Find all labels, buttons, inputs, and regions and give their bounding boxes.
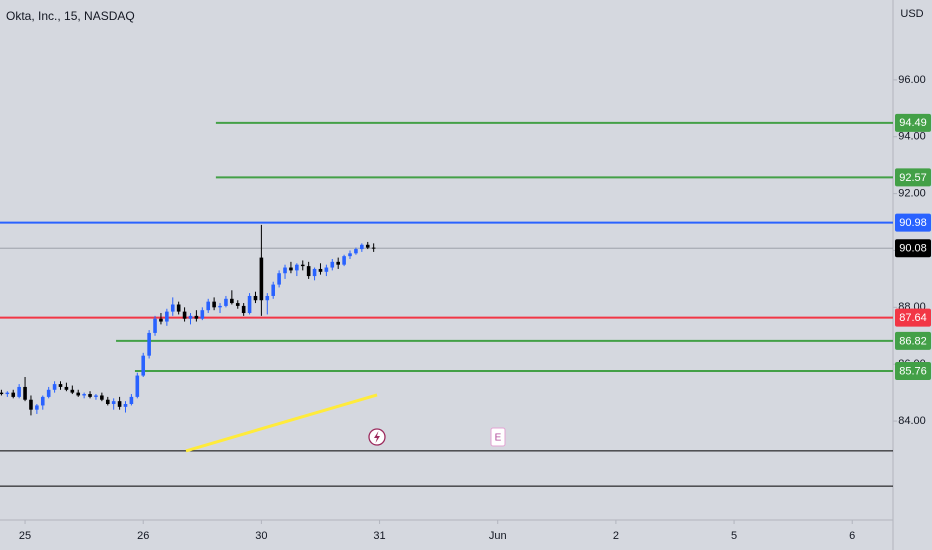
candle-body (153, 318, 157, 333)
candle-body (218, 305, 222, 308)
candle-body (212, 301, 216, 308)
earnings-label: E (495, 433, 502, 444)
earnings-icon (490, 427, 506, 447)
current-price-tag: 90.08 (899, 243, 927, 255)
candle-body (330, 261, 335, 268)
candle-body (117, 401, 122, 407)
candle-body (283, 267, 287, 274)
level-price-tag-bg (895, 168, 931, 187)
y-tick-label: 94.00 (898, 131, 926, 143)
candle-body (76, 392, 81, 396)
dividend-icon (368, 428, 386, 446)
candle-body (176, 304, 181, 312)
candle-body (159, 318, 163, 322)
level-price-tag-bg (895, 213, 931, 232)
candle-body (165, 311, 169, 322)
level-price-tag: 86.82 (899, 335, 927, 347)
candle-body (188, 315, 193, 319)
chart-title: Okta, Inc., 15, NASDAQ (6, 9, 135, 23)
x-tick-label: 2 (613, 530, 619, 542)
x-tick-label: Jun (489, 530, 507, 542)
x-tick-label: 5 (731, 530, 737, 542)
candle-body (58, 384, 63, 387)
candle-body (300, 264, 305, 267)
candle-body (5, 392, 10, 395)
y-tick-label: 96.00 (898, 74, 926, 86)
currency: USD (900, 8, 923, 20)
candle-body (247, 295, 252, 314)
candle-body (123, 404, 128, 407)
x-tick-label: 25 (19, 530, 31, 542)
candle-body (289, 267, 293, 271)
current-price-tag-bg (895, 239, 931, 258)
candle-body (94, 395, 98, 397)
candle-body (182, 311, 187, 319)
candle-body (241, 305, 246, 314)
candle-body (64, 386, 69, 390)
candle-body (324, 267, 329, 272)
candle-body (11, 392, 16, 397)
candle-body (312, 268, 317, 277)
candle-body (230, 298, 234, 304)
candle-body (111, 401, 116, 405)
candle-body (224, 298, 228, 306)
y-tick-label: 92.00 (898, 188, 926, 200)
level-price-tag: 92.57 (899, 172, 927, 184)
y-tick-label: 84.00 (898, 415, 926, 427)
x-tick-label: 31 (373, 530, 385, 542)
level-price-tag: 90.98 (899, 217, 927, 229)
level-price-tag-bg (895, 308, 931, 327)
x-tick-label: 6 (849, 530, 855, 542)
candle-body (82, 394, 86, 396)
candle-body (318, 268, 323, 272)
level-price-tag-bg (895, 362, 931, 381)
candle-body (265, 295, 270, 301)
candle-body (105, 399, 110, 405)
level-price-tag: 94.49 (899, 117, 927, 129)
candle-body (200, 310, 205, 319)
candle-body (306, 266, 311, 277)
level-price-tag: 85.76 (899, 365, 927, 377)
trendline (185, 393, 378, 453)
candle-body (360, 244, 364, 250)
candle-body (271, 284, 276, 296)
candle-body (46, 389, 51, 397)
candle-body (342, 256, 346, 265)
candle-body (40, 396, 45, 406)
candle-body (194, 315, 199, 319)
candle-body (365, 244, 370, 248)
candle-body (35, 405, 39, 410)
candle-body (336, 261, 340, 265)
candle-body (147, 332, 151, 356)
candle-body (348, 253, 352, 257)
candle-body (141, 355, 146, 376)
candle-body (295, 264, 299, 271)
candle-body (235, 303, 240, 306)
candle-body (23, 386, 27, 400)
candle-body (88, 394, 92, 397)
candle-body (17, 386, 21, 397)
candle-body (253, 295, 258, 301)
x-tick-label: 26 (137, 530, 149, 542)
candle-body (52, 384, 57, 390)
candle-body (371, 247, 376, 249)
candle-body (0, 392, 4, 395)
plot (0, 121, 893, 487)
candle-body (277, 273, 281, 285)
level-price-tag-bg (895, 113, 931, 132)
candle-body (354, 249, 358, 254)
candle-body (170, 304, 175, 312)
candle-body (129, 396, 134, 405)
level-price-tag: 87.64 (899, 312, 927, 324)
candle-body (206, 301, 211, 311)
x-tick-label: 30 (255, 530, 267, 542)
candle-body (29, 399, 33, 410)
candle-body (135, 375, 140, 397)
candle-body (100, 395, 104, 400)
candle-body (70, 389, 75, 393)
candle-body (259, 257, 264, 301)
level-price-tag-bg (895, 331, 931, 350)
